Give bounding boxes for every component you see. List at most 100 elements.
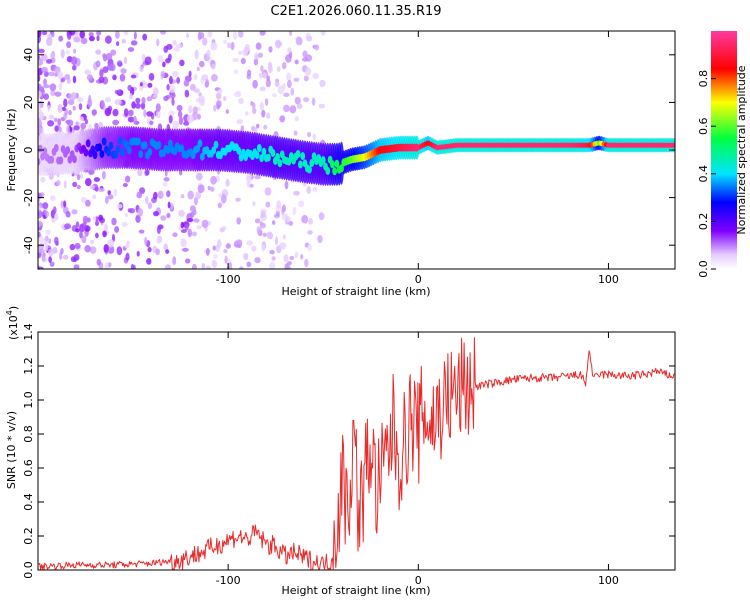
spectrogram-noise-blob [170,92,176,99]
spectrogram-noise-blob [261,244,265,252]
spectrogram-ridge-cell [53,144,59,152]
spectrogram-ridge-cell [108,141,114,150]
spectrogram-noise-blob [49,195,56,202]
spectrogram-noise-blob [193,88,200,93]
spectrogram-noise-blob [268,65,273,74]
spectrogram-noise-blob [187,114,194,124]
spectrogram-noise-blob [283,104,290,113]
y-tick-label: 0 [22,147,35,154]
spectrogram-noise-blob [293,77,300,82]
spectrogram-noise-blob [196,66,200,72]
spectrogram-noise-blob [312,133,316,140]
colorbar-tick-label: 0.6 [697,117,710,135]
spectrogram-noise-blob [320,31,326,36]
spectrogram-noise-blob [257,52,264,58]
spectrogram-noise-blob [276,200,282,209]
spectrogram-noise-blob [153,191,158,200]
spectrogram-noise-blob [127,208,132,213]
spectrogram-noise-blob [269,261,276,269]
spectrogram-noise-blob [201,74,209,81]
spectrogram-noise-blob [65,119,71,124]
spectrogram-noise-blob [306,35,313,42]
spectrogram-noise-blob [104,97,112,103]
spectrogram-noise-blob [48,248,54,257]
spectrogram-noise-blob [304,217,308,224]
spectrogram-noise-blob [43,235,50,244]
spectrogram-noise-blob [254,175,261,180]
colorbar-tick-label: 0.4 [697,165,710,183]
spectrogram-noise-blob [102,170,106,180]
spectrogram-noise-blob [205,79,210,88]
x-tick-label: 0 [415,273,422,286]
spectrogram-noise-blob [202,37,208,46]
spectrogram-noise-blob [65,49,70,55]
spectrogram-noise-blob [42,31,48,36]
spectrogram-noise-blob [147,246,152,253]
spectrogram-noise-blob [43,78,47,86]
spectrogram-noise-blob [252,79,258,89]
spectrogram-noise-blob [38,204,42,211]
x-tick-label: 100 [598,273,619,286]
spectrogram-noise-blob [207,31,213,38]
spectrogram-noise-blob [74,242,81,250]
spectrogram-noise-blob [197,113,201,120]
spectrogram-noise-blob [98,214,103,221]
spectrogram-noise-blob [186,218,194,223]
spectrogram-noise-blob [165,58,171,64]
spectrogram-noise-blob [116,41,120,46]
spectrogram-noise-blob [162,181,168,187]
spectrogram-noise-blob [75,121,79,126]
spectrogram-noise-blob [161,70,165,78]
spectrogram-noise-blob [276,66,281,73]
spectrogram-noise-blob [127,47,135,52]
spectrogram-noise-blob [75,228,80,233]
spectrogram-noise-blob [218,193,222,198]
spectrogram-noise-blob [207,185,211,191]
spectrogram-noise-blob [177,43,182,49]
spectrogram-noise-blob [49,83,57,92]
spectrogram-noise-blob [146,111,153,117]
spectrogram-noise-blob [102,53,107,59]
spectrogram-noise-blob [212,245,216,251]
spectrogram-noise-blob [264,98,269,106]
spectrogram-noise-blob [182,247,189,252]
spectrogram-ridge-cell [115,145,121,154]
spectrogram-noise-blob [160,31,167,35]
spectrogram-noise-blob [290,87,295,96]
spectrogram-noise-blob [206,49,211,58]
spectrogram-noise-blob [185,258,191,264]
snr-frame [37,331,676,571]
spectrogram-noise-blob [69,243,76,251]
spectrogram-noise-blob [252,107,257,115]
spectrogram-noise-blob [294,252,299,258]
spectrogram-noise-blob [207,220,212,226]
spectrogram-ridge-cell [138,150,144,159]
spectrogram-noise-blob [63,112,68,120]
spectrogram-noise-blob [38,90,42,98]
spectrogram-noise-blob [178,116,183,125]
spectrogram-noise-blob [191,231,198,237]
spectrogram-noise-blob [271,256,276,261]
x-tick-label: 0 [415,574,422,587]
spectrogram-noise-blob [307,131,312,138]
spectrogram-noise-blob [180,238,187,248]
spectrogram-noise-blob [67,93,73,100]
spectrogram-noise-blob [100,100,105,109]
spectrogram-noise-blob [232,31,238,40]
spectrogram-noise-blob [84,69,91,75]
spectrogram-noise-blob [264,187,272,196]
spectrogram-noise-blob [66,125,70,134]
spectrogram-ridge-cell [117,136,123,145]
spectrogram-noise-blob [318,103,326,109]
spectrogram-noise-blob [47,104,51,112]
spectrogram-noise-blob [188,105,193,114]
y-tick-label: 1.2 [22,357,35,375]
spectrogram-noise-blob [191,263,197,269]
snr-scale-base: (x10 [7,315,20,340]
spectrogram-noise-blob [156,110,161,119]
spectrogram-noise-blob [157,190,164,199]
spectrogram-noise-blob [68,31,76,36]
spectrogram-noise-blob [157,55,164,63]
spectrogram-noise-blob [247,69,252,77]
spectrogram-noise-blob [265,201,271,208]
